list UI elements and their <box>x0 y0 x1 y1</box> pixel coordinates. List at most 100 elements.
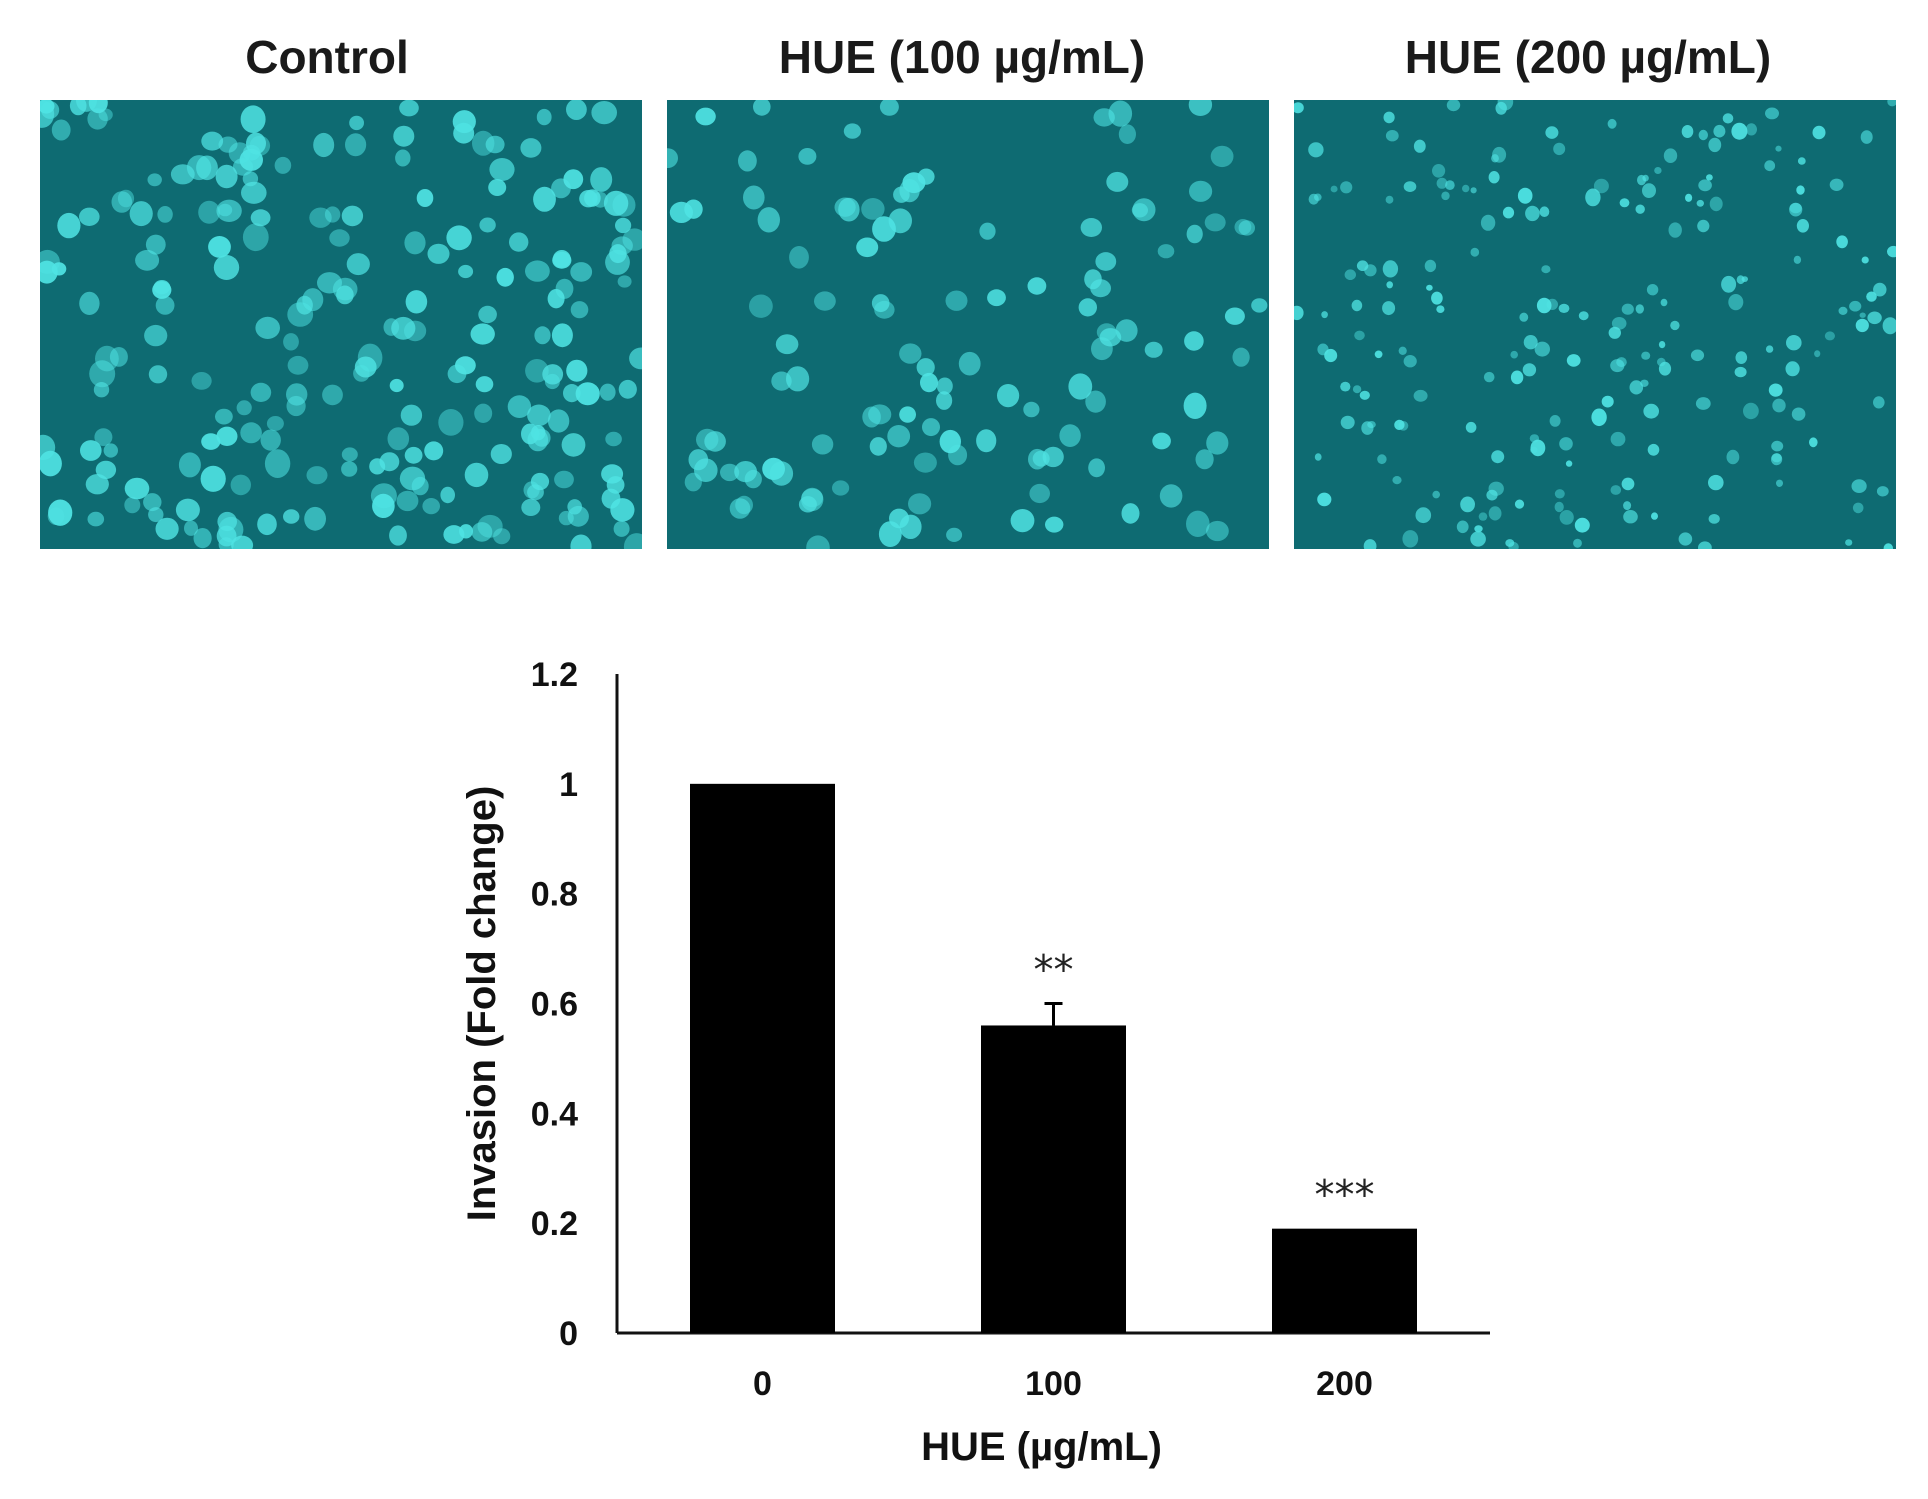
cell-nucleus <box>446 225 472 251</box>
micrograph-hue-200 <box>1294 100 1896 549</box>
cell-nucleus <box>669 201 693 223</box>
cell-nucleus <box>213 255 240 280</box>
cell-nucleus <box>789 246 809 269</box>
y-tick-label: 0.8 <box>531 876 578 914</box>
cell-nucleus <box>1657 357 1666 367</box>
cell-nucleus <box>1695 397 1711 410</box>
cell-nucleus <box>1643 403 1659 419</box>
cell-nucleus <box>393 125 415 147</box>
cell-nucleus <box>1314 193 1322 201</box>
cell-nucleus <box>570 262 593 282</box>
cell-nucleus <box>488 179 507 196</box>
cell-nucleus <box>1183 392 1207 419</box>
cell-nucleus <box>1559 510 1574 525</box>
cell-nucleus <box>1093 108 1115 127</box>
cell-nucleus <box>1809 437 1818 448</box>
cell-nucleus <box>87 511 105 527</box>
cell-nucleus <box>1601 395 1614 408</box>
cell-nucleus <box>1519 312 1529 322</box>
cell-nucleus <box>1616 357 1627 368</box>
cell-nucleus <box>1887 245 1896 258</box>
cell-nucleus <box>1658 341 1666 349</box>
cell-nucleus <box>200 465 226 492</box>
cell-nucleus <box>1785 361 1800 377</box>
cell-nucleus <box>879 100 899 116</box>
cell-nucleus <box>143 493 162 512</box>
cell-nucleus <box>1829 178 1844 191</box>
cell-nucleus <box>1045 516 1064 533</box>
cell-nucleus <box>1186 224 1203 244</box>
cell-nucleus <box>1184 331 1204 351</box>
cell-nucleus <box>1539 206 1550 217</box>
cell-nucleus <box>1352 385 1362 394</box>
cell-nucleus <box>89 360 116 388</box>
cell-nucleus <box>215 164 238 189</box>
cell-nucleus <box>889 508 909 529</box>
cell-nucleus <box>1621 477 1635 491</box>
cell-nucleus <box>208 236 231 258</box>
cell-nucleus <box>1195 449 1214 470</box>
cell-nucleus <box>908 493 932 515</box>
cell-nucleus <box>525 359 549 383</box>
cell-nucleus <box>1814 350 1821 358</box>
cell-nucleus <box>1029 483 1050 504</box>
cell-nucleus <box>567 505 589 527</box>
cell-nucleus <box>1080 218 1102 237</box>
cell-nucleus <box>523 481 540 499</box>
cell-nucleus <box>383 318 400 336</box>
cell-nucleus <box>1629 380 1644 395</box>
cell-nucleus <box>264 449 291 478</box>
cell-nucleus <box>976 429 997 453</box>
cell-nucleus <box>440 486 456 504</box>
cell-nucleus <box>749 294 773 318</box>
cell-nucleus <box>617 275 632 288</box>
cell-nucleus <box>946 527 963 542</box>
cell-nucleus <box>135 249 160 271</box>
cell-nucleus <box>1573 538 1582 548</box>
cell-nucleus <box>1367 421 1376 429</box>
cell-nucleus <box>547 409 570 433</box>
cell-nucleus <box>198 200 221 224</box>
cell-nucleus <box>459 524 473 539</box>
cell-nucleus <box>554 470 574 489</box>
cell-nucleus <box>1534 341 1550 357</box>
cell-nucleus <box>453 122 475 144</box>
cell-nucleus <box>1374 350 1383 359</box>
cell-nucleus <box>1413 389 1428 402</box>
cell-nucleus <box>1641 351 1651 360</box>
cell-nucleus <box>613 520 630 537</box>
cell-nucleus <box>1721 275 1737 293</box>
cell-nucleus <box>1478 512 1488 521</box>
cell-nucleus <box>601 488 621 509</box>
cell-nucleus <box>286 395 306 417</box>
cell-nucleus <box>117 189 135 208</box>
cell-nucleus <box>1344 269 1356 280</box>
cell-nucleus <box>1593 178 1609 194</box>
cell-nucleus <box>1308 142 1324 158</box>
cell-nucleus <box>605 431 622 447</box>
cell-nucleus <box>1541 265 1551 274</box>
cell-nucleus <box>87 108 108 130</box>
cell-nucleus <box>1491 154 1499 163</box>
cell-nucleus <box>1330 185 1338 193</box>
cell-nucleus <box>1771 440 1784 452</box>
cell-nucleus <box>246 132 266 155</box>
cell-nucleus <box>370 483 397 509</box>
cell-nucleus <box>958 351 981 376</box>
cell-nucleus <box>1090 279 1111 298</box>
cell-nucleus <box>341 461 358 477</box>
bar-200 <box>1272 1228 1417 1333</box>
cell-nucleus <box>563 169 584 190</box>
cell-nucleus <box>1685 193 1693 202</box>
cell-nucleus <box>216 426 238 446</box>
cell-nucleus <box>255 316 280 339</box>
cell-nucleus <box>1621 303 1634 315</box>
cell-nucleus <box>1529 434 1540 443</box>
cell-nucleus <box>124 496 141 514</box>
cell-nucleus <box>479 217 496 233</box>
cell-nucleus <box>1321 311 1328 319</box>
cell-nucleus <box>1860 130 1873 144</box>
cell-nucleus <box>920 372 938 393</box>
cell-nucleus <box>157 206 173 223</box>
